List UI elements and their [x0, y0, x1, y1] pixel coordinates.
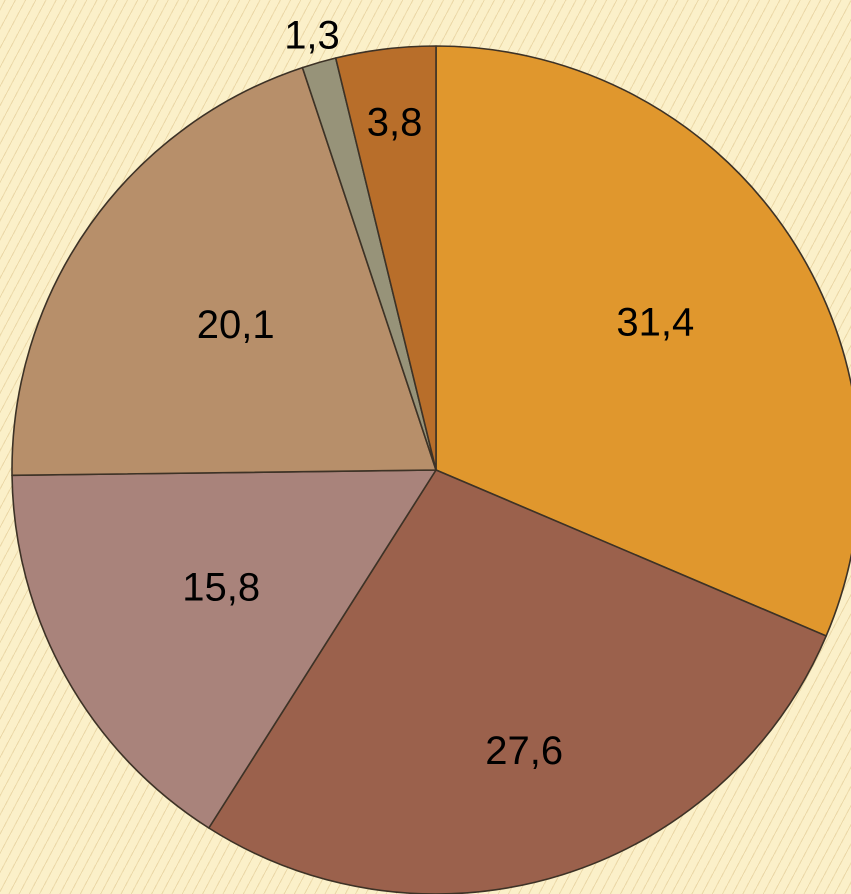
pie-slices: [11, 45, 851, 894]
data-label-0: 31,4: [616, 301, 694, 345]
pie-slice-3: [11, 66, 437, 477]
pie-slice-1: [208, 469, 827, 894]
pie-data-labels: 31,4 27,6 15,8 20,1 1,3 3,8: [182, 14, 694, 773]
pie-slice-0: [435, 45, 851, 637]
data-label-5: 3,8: [367, 100, 423, 144]
data-label-2: 15,8: [182, 565, 260, 609]
data-label-4: 1,3: [284, 14, 340, 58]
data-label-3: 20,1: [197, 303, 275, 347]
data-label-1: 27,6: [485, 729, 563, 773]
pie-slice-2: [11, 469, 437, 829]
pie-slice-5: [334, 45, 437, 471]
